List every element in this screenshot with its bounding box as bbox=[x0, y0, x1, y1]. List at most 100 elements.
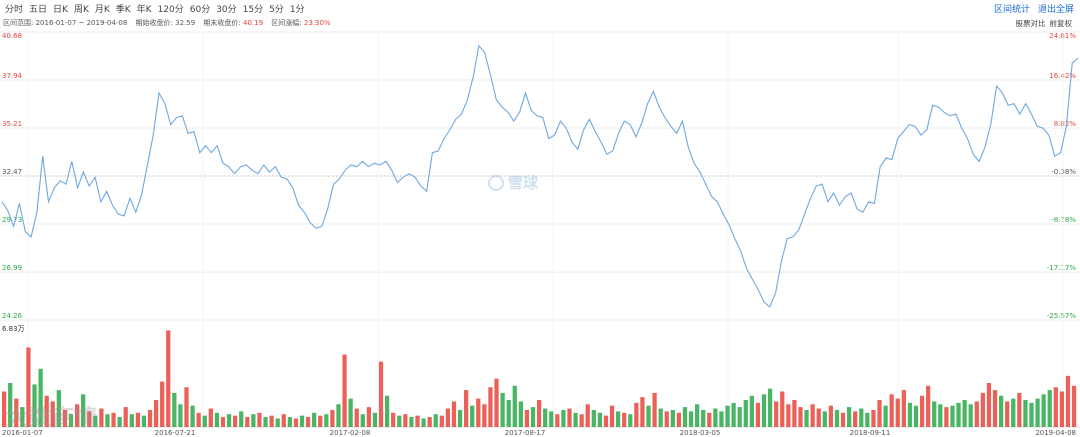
volume-bar bbox=[670, 409, 675, 427]
volume-bar bbox=[263, 417, 268, 427]
volume-bar bbox=[56, 390, 61, 427]
volume-bar bbox=[87, 411, 92, 427]
volume-bar bbox=[998, 395, 1004, 427]
volume-bar bbox=[281, 414, 286, 427]
period-tab[interactable]: 5分 bbox=[269, 5, 284, 15]
top-actions: 区间统计 退出全屏 bbox=[994, 2, 1074, 15]
period-tab[interactable]: 月K bbox=[94, 5, 110, 15]
volume-bar bbox=[348, 398, 353, 427]
volume-bar bbox=[664, 411, 669, 427]
volume-bar bbox=[804, 409, 809, 427]
volume-bar bbox=[1065, 375, 1071, 427]
volume-bar bbox=[512, 385, 517, 427]
volume-bar bbox=[883, 405, 888, 427]
volume-bar bbox=[567, 408, 572, 427]
watermark-text: 雪球 bbox=[508, 174, 539, 192]
volume-bar bbox=[68, 414, 74, 427]
stock-compare-button[interactable]: 股票对比 bbox=[1015, 19, 1046, 28]
period-tab[interactable]: 季K bbox=[115, 5, 131, 15]
start-close-label: 期始收盘价: bbox=[135, 19, 173, 27]
volume-bar bbox=[585, 404, 590, 427]
volume-bar bbox=[926, 385, 931, 427]
volume-bar bbox=[287, 417, 292, 427]
volume-bar bbox=[32, 384, 37, 427]
volume-bar bbox=[822, 411, 827, 427]
volume-bar bbox=[895, 398, 900, 427]
volume-bar bbox=[105, 414, 110, 427]
volume-bar bbox=[415, 415, 420, 427]
volume-bar bbox=[731, 402, 736, 427]
volume-bar bbox=[974, 401, 979, 427]
volume-bar bbox=[470, 405, 475, 427]
volume-bar bbox=[147, 409, 153, 427]
volume-bar bbox=[372, 412, 378, 427]
volume-bar bbox=[324, 414, 329, 427]
volume-bar bbox=[208, 408, 213, 427]
volume-bar bbox=[743, 400, 748, 427]
volume-bar bbox=[950, 405, 955, 427]
exit-fullscreen-button[interactable]: 退出全屏 bbox=[1037, 5, 1074, 15]
end-close-label: 期末收盘价: bbox=[203, 19, 241, 27]
x-tick-label: 2017-02-08 bbox=[330, 429, 371, 437]
volume-bar bbox=[99, 408, 104, 427]
volume-bar bbox=[1047, 390, 1052, 427]
period-tab[interactable]: 15分 bbox=[242, 5, 264, 15]
volume-bar bbox=[597, 412, 603, 427]
volume-bar bbox=[676, 412, 682, 427]
xueqiu-logo-icon bbox=[488, 174, 504, 191]
volume-bar bbox=[202, 415, 207, 427]
volume-bar bbox=[74, 404, 80, 427]
y-pct-label: -0.38% bbox=[1051, 168, 1076, 176]
x-tick-label: 2016-01-07 bbox=[2, 429, 43, 437]
volume-bar bbox=[166, 330, 171, 427]
volume-bar bbox=[421, 418, 426, 427]
volume-bar bbox=[391, 412, 396, 427]
period-tab[interactable]: 日K bbox=[53, 5, 68, 15]
volume-bar bbox=[20, 407, 25, 427]
volume-bar bbox=[658, 408, 663, 427]
volume-bar bbox=[907, 402, 913, 427]
y-price-label: 24.26 bbox=[2, 312, 23, 320]
period-tab[interactable]: 年K bbox=[136, 5, 152, 15]
volume-bar bbox=[1071, 385, 1077, 427]
range-value: 2016-01-07 ~ 2019-04-08 bbox=[35, 19, 128, 27]
period-tab[interactable]: 五日 bbox=[29, 5, 48, 15]
volume-bar bbox=[214, 412, 220, 427]
volume-bar bbox=[919, 395, 925, 427]
period-tab[interactable]: 1分 bbox=[289, 5, 305, 15]
volume-bar bbox=[160, 381, 165, 427]
forward-adjust-button[interactable]: 前复权 bbox=[1049, 19, 1073, 28]
volume-bar bbox=[293, 418, 299, 427]
volume-bar bbox=[573, 412, 578, 427]
period-tab[interactable]: 60分 bbox=[189, 5, 211, 15]
volume-bar bbox=[524, 409, 530, 427]
xueqiu-watermark: 雪球 bbox=[488, 172, 538, 193]
volume-bar bbox=[780, 391, 785, 427]
volume-bar bbox=[38, 368, 43, 427]
volume-bar bbox=[506, 400, 511, 427]
range-stats-button[interactable]: 区间统计 bbox=[993, 5, 1030, 15]
volume-bar bbox=[451, 401, 457, 427]
volume-bar bbox=[518, 401, 523, 427]
period-tab[interactable]: 周K bbox=[73, 5, 89, 15]
volume-bar bbox=[330, 409, 335, 427]
volume-bar bbox=[360, 414, 365, 427]
volume-bar bbox=[956, 402, 961, 427]
period-tab[interactable]: 分时 bbox=[5, 5, 24, 15]
volume-bar bbox=[111, 412, 116, 427]
volume-bar bbox=[737, 407, 742, 427]
volume-bar bbox=[269, 415, 274, 427]
volume-bar bbox=[774, 401, 779, 427]
volume-bar bbox=[342, 354, 347, 427]
y-price-label: 37.94 bbox=[2, 72, 23, 80]
volume-bar bbox=[1035, 398, 1040, 427]
volume-max-label: 6.83万 bbox=[2, 325, 25, 333]
period-tab[interactable]: 120分 bbox=[157, 5, 184, 15]
volume-bar bbox=[634, 402, 639, 427]
volume-bar bbox=[707, 412, 712, 427]
end-close-value: 40.19 bbox=[242, 19, 264, 27]
y-price-label: 26.99 bbox=[2, 264, 22, 272]
period-tab[interactable]: 30分 bbox=[216, 5, 237, 15]
volume-bar bbox=[445, 408, 451, 427]
volume-bar bbox=[494, 378, 499, 427]
